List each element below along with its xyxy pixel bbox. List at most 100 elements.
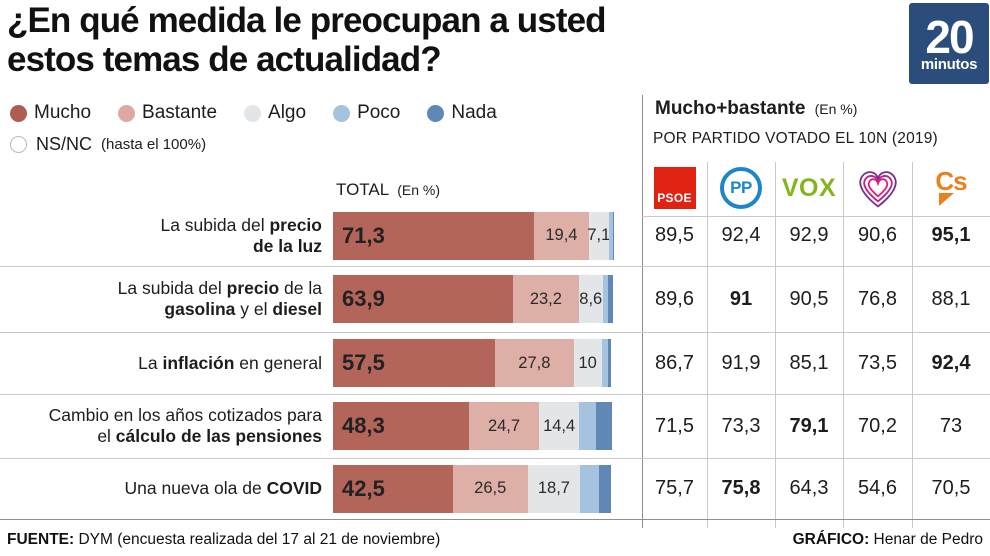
party-value-cell: 75,7 (655, 477, 694, 499)
bottom-divider (0, 519, 990, 520)
nsnc-label: NS/NC (36, 134, 93, 154)
party-value-cell: 70,5 (931, 477, 971, 499)
source-label: FUENTE: (7, 531, 75, 548)
legend-item-bastante: Bastante (118, 102, 217, 124)
title-line-1: ¿En qué medida le preocupan a usted (7, 1, 607, 40)
party-value-cell: 73,3 (721, 414, 761, 437)
topic-label: La subida del precio de la luz (160, 214, 322, 256)
column-divider-3 (843, 162, 844, 528)
page-title: ¿En qué medida le preocupan a usted esto… (7, 1, 607, 79)
pp-logo-icon: PP (720, 167, 762, 209)
party-header-unidas-podemos (843, 162, 912, 214)
legend-label: Poco (357, 102, 401, 123)
bar-segment-poco (580, 464, 599, 513)
bar-segment-nsnc (611, 464, 615, 513)
brand-name: minutos (920, 56, 978, 73)
legend-label: Bastante (142, 102, 218, 123)
row-divider-4 (0, 458, 990, 459)
right-panel-title: Mucho+bastante (En %) (655, 98, 857, 120)
bar-segment-algo: 14,4 (538, 402, 580, 450)
legend-item-algo: Algo (244, 102, 306, 124)
party-value-cell: 89,6 (655, 287, 694, 310)
party-value-cell: 71,5 (655, 414, 694, 437)
bar-segment-algo: 7,1 (587, 211, 610, 260)
party-value-cell: 92,9 (789, 224, 829, 246)
bar-segment-nada (612, 211, 614, 260)
party-value-cell: 90,5 (789, 287, 829, 310)
stacked-bar: 63,9 23,2 8,6 (333, 275, 615, 323)
party-value-cell: 91 (729, 287, 753, 310)
bar-segment-nada (596, 402, 612, 450)
bar-segment-algo: 8,6 (578, 275, 603, 323)
party-header-pp: PP (707, 162, 775, 214)
bar-segment-poco (601, 339, 609, 387)
party-header-cs: Cs (912, 162, 990, 214)
bar-segment-mucho: 42,5 (333, 464, 453, 513)
bar-segment-poco (602, 275, 609, 323)
column-divider-1 (707, 162, 708, 528)
party-value-cell: 64,3 (789, 477, 829, 499)
party-value-cell: 76,8 (858, 287, 897, 310)
stacked-bar: 42,5 26,5 18,7 (333, 464, 615, 513)
bar-segment-nsnc (610, 339, 615, 387)
vox-logo-icon: VOX (781, 173, 837, 202)
nsnc-circle-icon (10, 136, 27, 153)
unidas-podemos-heart-icon (858, 171, 897, 208)
bar-segment-nada (598, 464, 612, 513)
party-value-cell: 88,1 (931, 287, 971, 310)
total-column-header: TOTAL (En %) (336, 180, 440, 200)
credit-text: Henar de Pedro (869, 531, 983, 548)
party-value-cell: 90,6 (858, 224, 897, 246)
bar-segment-mucho: 63,9 (333, 275, 514, 323)
party-value-cell: 54,6 (858, 477, 897, 499)
legend-label: Mucho (34, 102, 92, 123)
bar-segment-bastante: 19,4 (534, 211, 589, 260)
mucho-bastante-label: Mucho+bastante (655, 98, 806, 119)
bar-segment-algo: 10 (573, 339, 602, 387)
row-divider-3 (0, 394, 990, 395)
party-value-cell: 75,8 (721, 477, 761, 499)
bar-segment-mucho: 57,5 (333, 339, 496, 387)
stacked-bar: 48,3 24,7 14,4 (333, 402, 615, 450)
20minutos-logo: 20 minutos (909, 3, 989, 84)
bar-segment-nsnc (611, 402, 615, 450)
bar-segment-nada (608, 339, 611, 387)
topic-label: Una nueva ola de COVID (124, 478, 323, 498)
total-label: TOTAL (336, 180, 389, 199)
party-value-cell: 73,5 (858, 351, 897, 374)
legend-label: Nada (451, 102, 497, 123)
party-value-cell: 92,4 (931, 351, 971, 374)
row-divider-2 (0, 332, 990, 333)
party-header-psoe: PSOE (642, 162, 707, 214)
bastante-dot-icon (118, 104, 136, 122)
party-value-cell: 85,1 (789, 351, 829, 374)
right-panel-note: (En %) (814, 101, 858, 117)
topic-label: La inflación en general (138, 352, 322, 373)
legend-item-poco: Poco (333, 102, 400, 124)
stacked-bar: 57,5 27,8 10 (333, 339, 615, 387)
pp-label: PP (730, 178, 752, 197)
psoe-label: PSOE (657, 191, 692, 205)
source-text: DYM (encuesta realizada del 17 al 21 de … (74, 531, 441, 548)
total-note: (En %) (397, 182, 441, 198)
bar-segment-mucho: 71,3 (333, 211, 535, 260)
party-value-cell: 73 (939, 414, 963, 437)
bar-segment-nada (608, 275, 613, 323)
column-divider-2 (775, 162, 776, 528)
party-header-vox: VOX (775, 162, 843, 214)
bar-segment-bastante: 26,5 (452, 464, 528, 513)
bar-segment-nsnc (612, 275, 615, 323)
bar-segment-poco (579, 402, 597, 450)
bar-segment-algo: 18,7 (527, 464, 581, 513)
bar-segment-nsnc (613, 211, 615, 260)
legend-item-nada: Nada (427, 102, 497, 124)
legend-item-nsnc: NS/NC (hasta el 100%) (10, 134, 206, 155)
topic-label: Cambio en los años cotizados para el cálc… (48, 405, 322, 446)
legend: Mucho Bastante Algo Poco Nada (10, 102, 497, 124)
title-line-2: estos temas de actualidad? (7, 40, 442, 79)
cs-label: Cs (935, 166, 967, 196)
algo-dot-icon (244, 104, 262, 122)
bar-segment-bastante: 23,2 (513, 275, 579, 323)
credit-label: GRÁFICO: (792, 531, 870, 548)
